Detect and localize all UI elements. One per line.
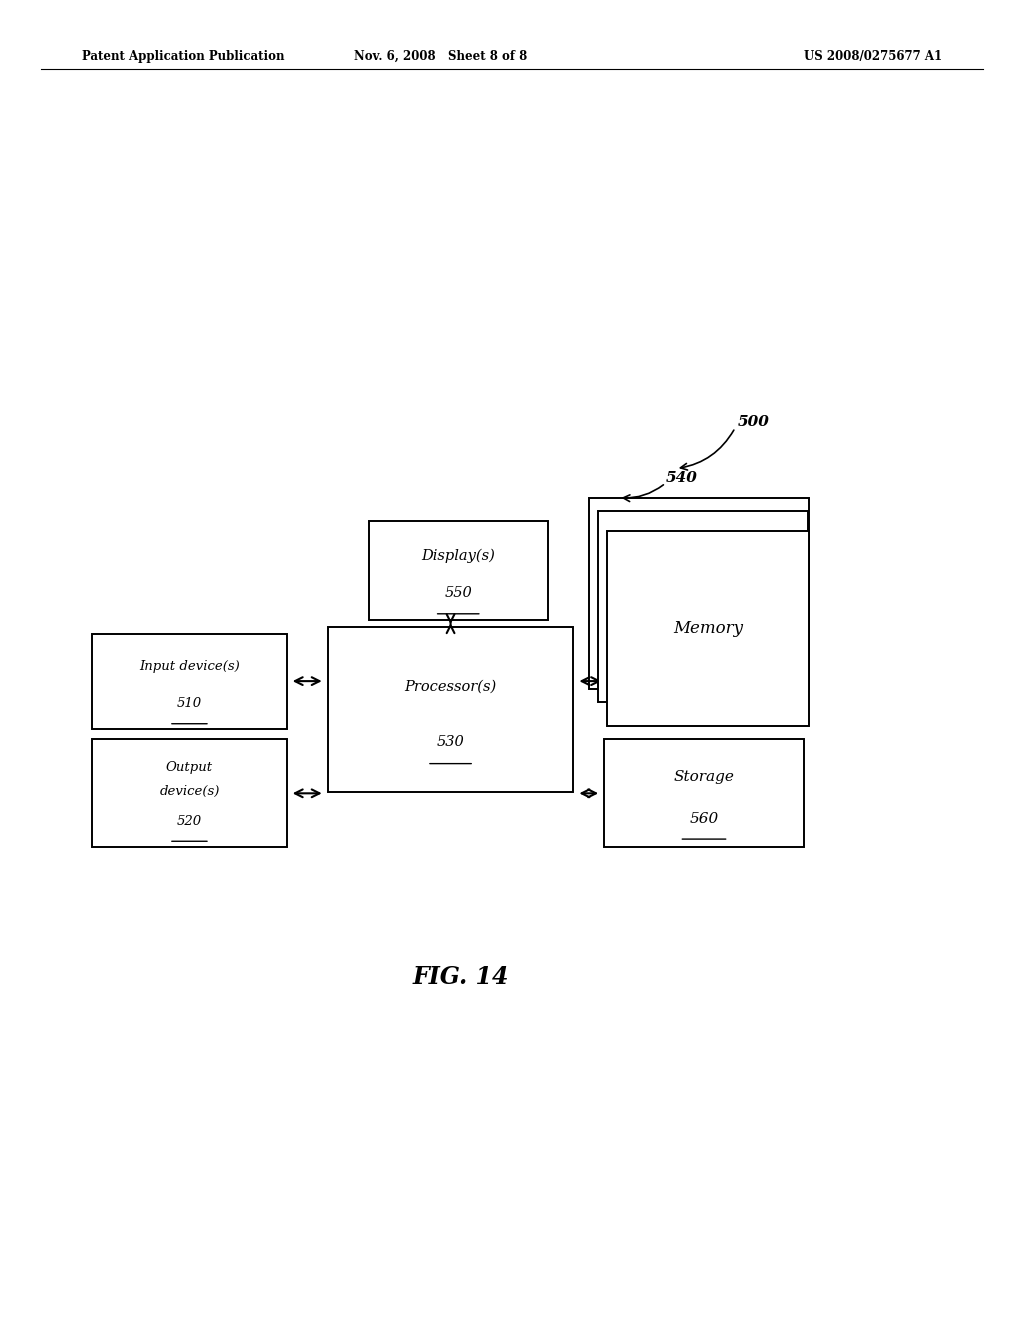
Text: 560: 560 — [689, 812, 719, 826]
Text: US 2008/0275677 A1: US 2008/0275677 A1 — [804, 50, 942, 63]
Text: Processor(s): Processor(s) — [404, 680, 497, 693]
Text: 520: 520 — [177, 814, 202, 828]
Text: Output: Output — [166, 760, 213, 774]
Bar — [607, 531, 809, 726]
Text: 540: 540 — [666, 471, 697, 484]
Bar — [369, 521, 548, 620]
Text: Memory: Memory — [673, 620, 743, 636]
Bar — [92, 634, 287, 729]
Text: 530: 530 — [436, 735, 465, 750]
Bar — [328, 627, 573, 792]
Text: Patent Application Publication: Patent Application Publication — [82, 50, 285, 63]
Bar — [604, 739, 804, 847]
Text: 500: 500 — [737, 416, 769, 429]
Text: Display(s): Display(s) — [421, 549, 496, 564]
Bar — [589, 498, 809, 689]
Text: 550: 550 — [444, 586, 472, 599]
Text: FIG. 14: FIG. 14 — [413, 965, 509, 989]
Bar — [92, 739, 287, 847]
Text: Input device(s): Input device(s) — [139, 660, 240, 673]
Text: device(s): device(s) — [160, 784, 219, 797]
Text: 510: 510 — [177, 697, 202, 710]
Text: Nov. 6, 2008   Sheet 8 of 8: Nov. 6, 2008 Sheet 8 of 8 — [353, 50, 527, 63]
Text: Storage: Storage — [674, 770, 734, 784]
Bar — [598, 511, 808, 702]
